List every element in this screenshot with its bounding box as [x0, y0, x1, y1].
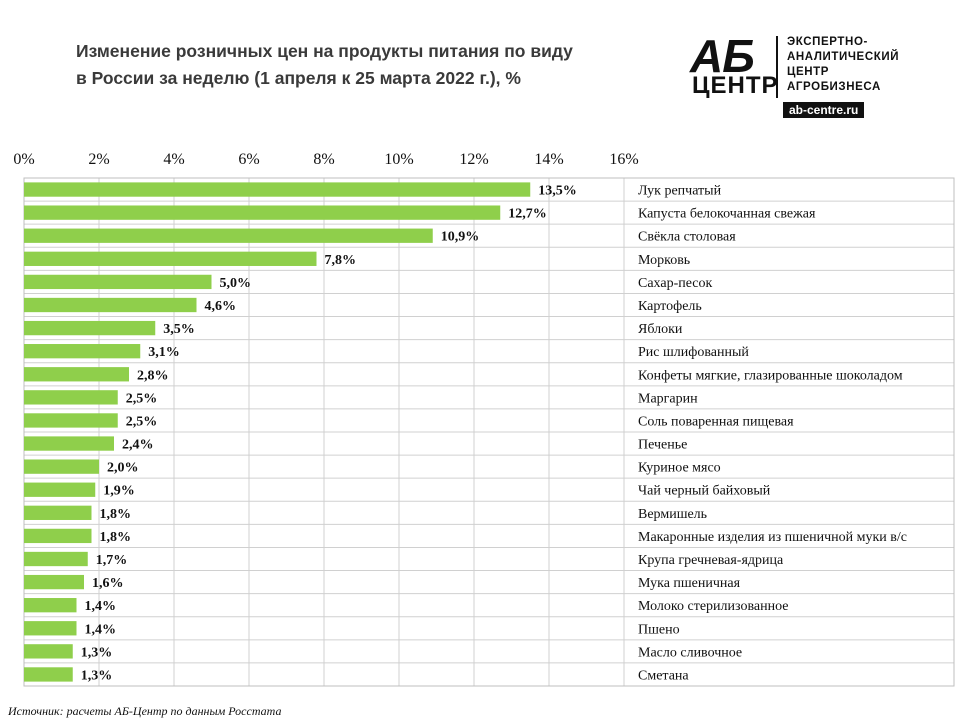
- logo-divider: [776, 36, 778, 98]
- logo-desc-line: АНАЛИТИЧЕСКИЙ: [787, 51, 900, 63]
- chart-title-line-1: Изменение розничных цен на продукты пита…: [76, 41, 573, 61]
- x-tick-label: 10%: [384, 151, 413, 168]
- category-label: Печенье: [638, 438, 687, 453]
- category-label: Пшено: [638, 622, 680, 637]
- bar: [24, 228, 433, 243]
- bar-value-label: 4,6%: [205, 299, 237, 314]
- bar-value-label: 1,8%: [100, 507, 132, 522]
- bar: [24, 413, 118, 428]
- logo-desc-line: АГРОБИЗНЕСА: [787, 81, 881, 93]
- logo-desc-line: ЦЕНТР: [787, 66, 830, 78]
- source-note: Источник: расчеты АБ-Центр по данным Рос…: [8, 704, 281, 719]
- bar-value-label: 12,7%: [508, 207, 547, 222]
- bar-value-label: 13,5%: [538, 184, 577, 199]
- bar-value-label: 3,5%: [163, 322, 195, 337]
- category-label: Молоко стерилизованное: [638, 599, 788, 614]
- category-label: Рис шлифованный: [638, 345, 749, 360]
- bar-value-label: 1,4%: [85, 622, 117, 637]
- category-label: Свёкла столовая: [638, 230, 736, 245]
- x-tick-label: 16%: [609, 151, 638, 168]
- category-label: Капуста белокочанная свежая: [638, 207, 816, 222]
- category-label: Маргарин: [638, 391, 698, 406]
- category-label: Лук репчатый: [638, 184, 722, 199]
- bar: [24, 297, 197, 313]
- bar: [24, 505, 92, 520]
- bar-value-label: 1,3%: [81, 668, 113, 683]
- chart-title: Изменение розничных цен на продукты пита…: [76, 38, 636, 92]
- bar: [24, 205, 501, 220]
- bar: [24, 436, 114, 451]
- bar: [24, 251, 317, 266]
- bar-value-label: 1,9%: [103, 484, 135, 499]
- bar-value-label: 10,9%: [441, 230, 480, 245]
- bar-value-label: 2,8%: [137, 368, 169, 383]
- table-frame: [23, 177, 955, 687]
- category-label: Крупа гречневая-ядрица: [638, 553, 784, 568]
- source-text: расчеты АБ-Центр по данным Росстата: [66, 704, 282, 718]
- bar-value-label: 3,1%: [148, 345, 180, 360]
- x-tick-label: 14%: [534, 151, 563, 168]
- bar-value-label: 1,4%: [85, 599, 117, 614]
- category-label: Мука пшеничная: [638, 576, 741, 591]
- bar: [24, 667, 73, 682]
- chart-title-line-2: в России за неделю (1 апреля к 25 марта …: [76, 68, 521, 88]
- bar: [24, 598, 77, 613]
- bar-chart: 0% 2% 4% 6% 8% 10% 12% 14% 16% 13,5% Лук репчатый 1…: [13, 151, 955, 687]
- x-tick-label: 4%: [163, 151, 184, 168]
- category-label: Морковь: [638, 253, 690, 268]
- bar-value-label: 7,8%: [325, 253, 357, 268]
- category-label: Вермишель: [638, 507, 707, 522]
- ab-centre-logo: АБ ЦЕНТР ЭКСПЕРТНО- АНАЛИТИЧЕСКИЙ ЦЕНТР …: [690, 30, 932, 122]
- bar: [24, 320, 156, 336]
- source-label: Источник:: [8, 704, 64, 718]
- bar-value-label: 2,4%: [122, 438, 154, 453]
- bar: [24, 551, 88, 567]
- bar: [24, 182, 531, 197]
- logo-mark-center: ЦЕНТР: [692, 72, 779, 99]
- logo-mark-ab: АБ: [690, 30, 755, 82]
- bar: [24, 367, 129, 382]
- logo-url: ab-centre.ru: [783, 102, 865, 118]
- bar-value-label: 2,0%: [107, 461, 139, 476]
- x-tick-label: 2%: [88, 151, 109, 168]
- bar: [24, 621, 77, 636]
- bar: [24, 482, 96, 497]
- x-tick-label: 6%: [238, 151, 259, 168]
- bar: [24, 390, 118, 405]
- x-tick-label: 12%: [459, 151, 488, 168]
- category-label: Чай черный байховый: [638, 484, 771, 499]
- bar: [24, 274, 212, 290]
- bar: [24, 574, 84, 590]
- bar: [24, 528, 92, 544]
- x-tick-label: 0%: [13, 151, 34, 168]
- bar-value-label: 1,6%: [92, 576, 124, 591]
- bar-value-label: 1,8%: [100, 530, 132, 545]
- bar: [24, 459, 99, 474]
- bar-value-label: 5,0%: [220, 276, 252, 291]
- bar: [24, 344, 141, 359]
- category-label: Соль поваренная пищевая: [638, 414, 794, 429]
- category-label: Макаронные изделия из пшеничной муки в/с: [638, 530, 907, 545]
- bar-value-label: 2,5%: [126, 391, 158, 406]
- bar-value-label: 2,5%: [126, 414, 158, 429]
- bar-value-label: 1,7%: [96, 553, 128, 568]
- x-tick-label: 8%: [313, 151, 334, 168]
- category-label: Конфеты мягкие, глазированные шоколадом: [638, 368, 903, 383]
- category-label: Сахар-песок: [638, 276, 713, 291]
- category-label: Куриное мясо: [638, 461, 721, 476]
- category-label: Картофель: [638, 299, 702, 314]
- category-label: Масло сливочное: [638, 645, 742, 660]
- logo-description: ЭКСПЕРТНО- АНАЛИТИЧЕСКИЙ ЦЕНТР АГРОБИЗНЕ…: [787, 35, 899, 95]
- bar-value-label: 1,3%: [81, 645, 113, 660]
- bar: [24, 644, 73, 659]
- logo-desc-line: ЭКСПЕРТНО-: [787, 36, 868, 48]
- category-label: Яблоки: [638, 322, 683, 337]
- category-label: Сметана: [638, 668, 689, 683]
